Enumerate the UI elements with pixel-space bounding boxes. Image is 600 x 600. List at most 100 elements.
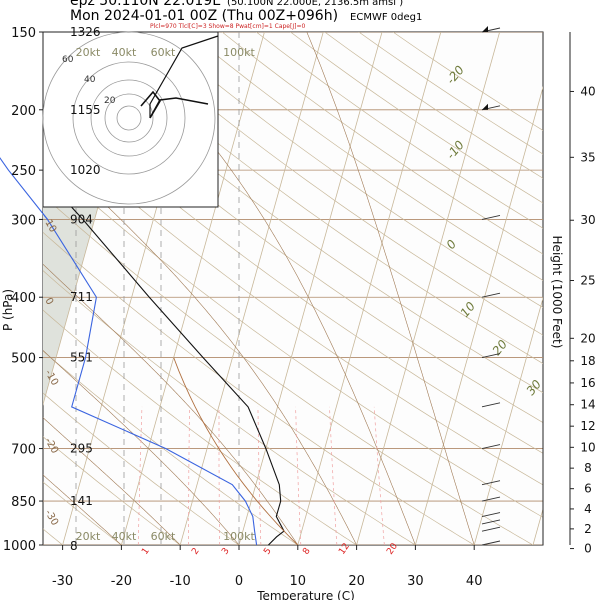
height-meter-label: 1020 (70, 163, 101, 177)
dry-adiabat-line (43, 231, 475, 545)
dry-adiabat-line (43, 309, 357, 545)
parcel-path (173, 357, 299, 545)
hodograph-ring (104, 93, 154, 143)
wind-speed-label-bottom: 20kt (76, 530, 101, 543)
height-axis-label: 10 (580, 440, 595, 454)
mixing-ratio-label: 8 (301, 546, 313, 557)
isotherm-line (179, 32, 324, 545)
time-line: Mon 2024-01-01 00Z (Thu 00Z+096h) ECMWF 0… (70, 8, 422, 24)
wind-barb (481, 353, 501, 359)
moist-adiabat-line (43, 143, 357, 545)
moist-adiabat-line (43, 417, 181, 545)
wind-speed-label-bottom: 100kt (223, 530, 255, 543)
mixing-ratio-line (137, 406, 143, 545)
height-axis-label: 35 (580, 150, 595, 164)
mixing-ratio-line (329, 406, 338, 545)
dry-adiabat-line (221, 32, 543, 255)
run-time: Mon 2024-01-01 00Z (Thu 00Z+096h) (70, 8, 339, 24)
dry-adiabat-line (43, 158, 543, 518)
hodograph-ring (42, 31, 216, 205)
height-axis-label: 25 (580, 274, 595, 288)
moist-adiabat-line (43, 350, 240, 545)
hodograph-ring (116, 105, 142, 131)
moist-adiabat-line (112, 32, 416, 545)
wind-barb (481, 512, 501, 517)
pressure-tick-label: 1000 (3, 539, 36, 554)
height-meter-label: 295 (70, 442, 93, 456)
dry-adiabat-line (43, 56, 543, 423)
wind-barb-pennant (482, 26, 488, 32)
wind-barb (481, 292, 501, 298)
wind-speed-label-top: 20kt (76, 46, 101, 59)
dewpoint-profile (43, 212, 258, 545)
temperature-tick-label: -10 (170, 574, 191, 589)
dry-adiabat-line (43, 350, 298, 545)
dewpoint-profile-upper (0, 157, 48, 220)
moist-adiabat-line (306, 32, 475, 545)
wind-barb (481, 480, 501, 486)
height-axis-label: 30 (580, 213, 595, 227)
mixing-ratio-line (295, 406, 302, 545)
height-meter-label: 1326 (70, 25, 101, 39)
dry-adiabat-line (187, 32, 543, 281)
mixing-ratio-line (188, 406, 190, 545)
dry-adiabat-line (43, 481, 122, 545)
height-axis-label: 20 (580, 331, 595, 345)
dry-adiabat-label: 0 (42, 296, 55, 307)
temperature-tick-label: 40 (466, 574, 483, 589)
wind-barb (481, 402, 501, 408)
station-line: epz 50.110N 22.019E (50.100N 22.000E, 213… (70, 0, 403, 9)
height-axis-label: 2 (584, 522, 592, 536)
height-axis-label: 0 (584, 542, 592, 556)
pressure-tick-label: 250 (11, 164, 36, 179)
height-axis-label: 14 (580, 398, 595, 412)
temperature-tick-label: 20 (348, 574, 365, 589)
chart-header: epz 50.110N 22.019E (50.100N 22.000E, 213… (0, 0, 600, 30)
wind-speed-label-top: 40kt (112, 46, 137, 59)
isotherm-line (297, 32, 442, 545)
height-axis-label: 18 (580, 354, 595, 368)
pressure-axis-title: P (hPa) (1, 289, 15, 331)
pressure-tick-label: 850 (11, 495, 36, 510)
hodograph-ring (72, 61, 186, 175)
station-detail: (50.100N 22.000E, 2136.5m amsl ) (227, 0, 404, 8)
hodograph-storm-vector (149, 35, 219, 118)
moist-adiabat-line (43, 263, 299, 545)
mixing-ratio-label: 1 (140, 546, 151, 556)
temperature-tick-label: 30 (407, 574, 424, 589)
hodograph-ring-label: 40 (84, 75, 96, 85)
height-axis-title: Height (1000 Feet) (550, 236, 564, 349)
height-meter-label: 904 (70, 212, 93, 226)
temperature-tick-label: 10 (290, 574, 307, 589)
mixing-ratio-label: 5 (262, 546, 273, 556)
wind-speed-label-top: 100kt (223, 46, 255, 59)
temperature-tick-label: 0 (235, 574, 243, 589)
pressure-tick-label: 500 (11, 352, 36, 367)
pressure-tick-label: 150 (11, 26, 36, 41)
isotherm-line (121, 32, 265, 545)
height-meter-label: 1155 (70, 103, 101, 117)
height-meter-label: 711 (70, 290, 93, 304)
hodograph-ring-label: 20 (104, 96, 116, 106)
hodograph-ring-label: 60 (62, 55, 74, 65)
temperature-tick-label: -20 (111, 574, 132, 589)
isotherm-line (415, 85, 543, 545)
pressure-tick-label: 400 (11, 291, 36, 306)
dry-adiabat-line (51, 32, 543, 394)
height-axis-label: 8 (584, 461, 592, 475)
dry-adiabat-line (43, 436, 181, 545)
dry-adiabat-line (43, 194, 534, 545)
model-label: ECMWF 0deg1 (350, 12, 423, 23)
dry-adiabat-line (256, 32, 543, 229)
hodograph-ring (90, 79, 168, 157)
pressure-tick-label: 700 (11, 443, 36, 458)
pressure-tick-label: 200 (11, 104, 36, 119)
temperature-tick-label: -30 (52, 574, 73, 589)
isotherm-line (238, 32, 383, 545)
isotherm-line (356, 32, 501, 545)
height-axis-label: 16 (580, 376, 595, 390)
dry-adiabat-line (119, 32, 543, 336)
temperature-axis-title: Temperature (C) (256, 589, 355, 600)
wind-barb (481, 519, 501, 525)
